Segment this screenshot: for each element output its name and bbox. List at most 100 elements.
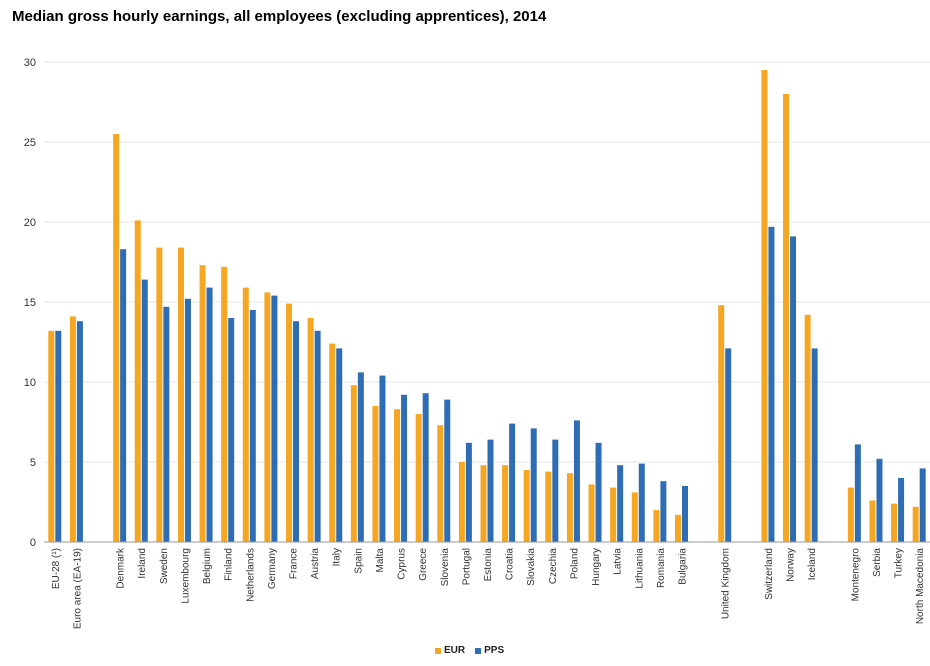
- bar-eur: [912, 506, 919, 542]
- y-axis-ticks: 0 5 10 15 20 25 30: [24, 57, 36, 549]
- x-tick-label: Montenegro: [850, 548, 861, 602]
- bar-pps: [422, 393, 429, 542]
- x-tick-label: Slovakia: [526, 548, 537, 586]
- bar-eur: [653, 510, 660, 542]
- bar-pps: [55, 330, 62, 542]
- x-tick-label: Norway: [786, 548, 797, 582]
- x-tick-label: Sweden: [159, 548, 170, 584]
- bar-pps: [552, 439, 559, 542]
- bar-pps: [530, 428, 537, 542]
- x-tick-label: Iceland: [807, 548, 818, 580]
- x-tick-label: Denmark: [116, 547, 127, 589]
- bar-pps: [314, 330, 321, 542]
- bar-pps: [444, 399, 451, 542]
- y-tick-label: 10: [24, 377, 36, 389]
- bars: [48, 70, 926, 543]
- bar-eur: [177, 247, 184, 542]
- bar-pps: [184, 298, 191, 542]
- bar-pps: [898, 478, 905, 542]
- y-tick-label: 5: [30, 457, 36, 469]
- x-tick-label: Hungary: [591, 548, 602, 586]
- x-tick-label: Turkey: [894, 548, 905, 578]
- bar-pps: [768, 226, 775, 543]
- x-tick-label: Slovenia: [440, 548, 451, 587]
- bar-eur: [804, 314, 811, 542]
- bar-eur: [156, 247, 163, 542]
- bar-pps: [379, 375, 386, 542]
- bar-pps: [465, 442, 472, 542]
- x-tick-label: United Kingdom: [721, 548, 732, 619]
- bar-eur: [869, 500, 876, 542]
- x-tick-label: Switzerland: [764, 548, 775, 600]
- bar-pps: [76, 321, 83, 542]
- bar-pps: [249, 310, 256, 542]
- bar-eur: [458, 462, 465, 542]
- x-axis-labels: EU-28 (¹) Euro area (EA-19) Denmark Ireland…: [51, 547, 926, 629]
- bar-eur: [350, 385, 357, 542]
- legend: EUR PPS: [435, 645, 504, 656]
- legend-label-eur: EUR: [444, 645, 466, 656]
- bar-eur: [523, 470, 530, 542]
- x-tick-label: Finland: [224, 548, 235, 581]
- bar-pps: [919, 468, 926, 542]
- bar-pps: [293, 321, 300, 542]
- bar-eur: [588, 484, 595, 542]
- legend-swatch-pps: [475, 647, 482, 654]
- x-tick-label: Ireland: [137, 548, 148, 579]
- bar-pps: [336, 348, 343, 542]
- legend-item-eur: EUR: [435, 645, 465, 656]
- x-tick-label: Germany: [267, 548, 278, 589]
- bar-pps: [120, 249, 127, 542]
- x-tick-label: Poland: [569, 548, 580, 579]
- bar-eur: [264, 292, 271, 542]
- bar-pps: [790, 236, 797, 542]
- bar-eur: [221, 266, 228, 542]
- bar-eur: [674, 514, 681, 542]
- grid-lines: [44, 61, 930, 463]
- bar-eur: [134, 220, 141, 542]
- x-tick-label: Serbia: [872, 548, 883, 577]
- bar-eur: [610, 487, 617, 542]
- bar-eur: [761, 70, 768, 542]
- bar-pps: [509, 423, 516, 542]
- bar-pps: [811, 348, 818, 542]
- bar-pps: [357, 372, 364, 542]
- bar-pps: [228, 318, 235, 542]
- x-tick-label: Croatia: [505, 548, 516, 581]
- x-tick-label: EU-28 (¹): [51, 548, 62, 589]
- bar-eur: [113, 134, 120, 542]
- x-tick-label: Belgium: [202, 548, 213, 584]
- x-tick-label: Estonia: [483, 548, 494, 582]
- bar-eur: [199, 265, 206, 542]
- bar-pps: [163, 306, 170, 542]
- bar-pps: [573, 420, 580, 542]
- x-tick-label: Italy: [332, 548, 343, 566]
- y-tick-label: 15: [24, 297, 36, 309]
- y-tick-label: 25: [24, 137, 36, 149]
- x-tick-label: Czechia: [548, 548, 559, 585]
- x-tick-label: Austria: [310, 548, 321, 580]
- bar-pps: [595, 442, 602, 542]
- bar-eur: [415, 414, 422, 542]
- bar-eur: [631, 492, 638, 542]
- bar-pps: [725, 348, 732, 542]
- x-tick-label: Spain: [353, 548, 364, 574]
- bar-pps: [271, 295, 278, 542]
- bar-pps: [660, 481, 667, 542]
- bar-eur: [891, 503, 898, 542]
- y-tick-label: 0: [30, 537, 36, 549]
- x-tick-label: France: [289, 548, 300, 580]
- bar-pps: [638, 463, 645, 542]
- x-tick-label: Bulgaria: [677, 548, 688, 585]
- bar-eur: [394, 409, 401, 542]
- x-tick-label: Latvia: [613, 548, 624, 575]
- bar-eur: [69, 316, 76, 542]
- bar-pps: [206, 287, 213, 542]
- bar-eur: [48, 330, 55, 542]
- bar-eur: [718, 305, 725, 542]
- bar-eur: [307, 318, 314, 542]
- bar-pps: [141, 279, 148, 542]
- x-tick-label: Romania: [656, 548, 667, 588]
- bar-eur: [242, 287, 249, 542]
